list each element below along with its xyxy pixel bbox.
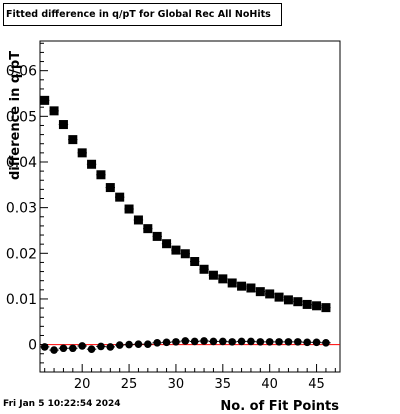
data-point-circle [134,340,143,348]
y-tick-label: 0 [28,338,37,354]
data-point-circle [78,342,86,350]
data-point-circle [265,338,274,346]
data-point-circle [181,337,190,345]
data-point-square [208,270,218,280]
data-point-square [246,283,256,293]
data-point-circle [106,343,115,351]
data-point-circle [144,340,152,348]
data-point-circle [87,345,96,353]
data-point-square [321,303,331,313]
data-point-square [227,278,237,288]
data-point-circle [50,346,58,354]
data-point-square [105,183,115,193]
data-point-circle [275,338,283,346]
data-point-square [96,170,106,180]
data-point-square [274,292,284,302]
data-point-circle [303,338,311,347]
data-point-square [218,274,228,284]
data-point-circle [172,338,180,346]
x-axis-label: No. of Fit Points [220,399,339,414]
data-point-square [293,297,303,307]
data-point-circle [59,344,68,353]
data-point-square [133,215,143,225]
data-point-square [237,281,247,291]
data-point-circle [284,338,293,346]
data-point-square [143,224,153,234]
data-point-circle [190,337,199,346]
data-point-circle [97,342,105,351]
data-point-square [302,299,312,309]
data-point-square [152,231,162,241]
data-point-circle [322,338,330,347]
data-point-square [255,287,265,297]
y-axis-label: difference in q/pT [8,51,23,180]
data-point-circle [115,341,124,349]
x-tick-label: 30 [168,377,185,392]
data-point-square [283,295,293,305]
y-tick-label: 0.05 [6,109,37,125]
x-tick-label: 40 [261,377,278,392]
data-point-square [162,239,172,249]
x-tick-label: 20 [74,377,91,392]
data-point-circle [200,337,208,345]
timestamp: Fri Jan 5 10:22:54 2024 [3,399,121,409]
data-point-square [77,148,87,158]
data-point-square [190,257,200,267]
data-point-square [68,135,78,145]
data-point-square [124,204,134,214]
y-tick-label: 0.06 [6,64,37,80]
data-point-circle [162,338,171,347]
data-point-circle [247,337,255,346]
data-point-circle [256,338,265,346]
data-point-square [115,192,125,202]
data-point-square [199,264,209,274]
data-point-circle [153,338,161,347]
data-point-square [265,289,275,299]
x-tick-label: 35 [215,377,232,392]
x-tick-label: 45 [308,377,325,392]
data-point-circle [294,338,302,346]
x-tick-label: 25 [121,377,138,392]
data-point-circle [312,338,321,347]
data-point-square [180,249,190,259]
data-point-circle [125,340,133,349]
data-point-circle [237,337,246,346]
data-point-circle [40,343,49,351]
data-point-square [58,120,68,130]
data-point-circle [209,337,218,346]
data-point-circle [219,337,227,346]
plot-frame [39,40,341,373]
y-tick-label: 0.02 [6,246,37,262]
data-point-square [49,106,59,116]
y-tick-label: 0.01 [6,292,37,308]
data-point-square [87,159,97,169]
data-point-circle [69,344,77,353]
y-tick-label: 0.04 [6,155,37,171]
data-point-square [312,301,322,311]
data-point-square [171,245,181,255]
y-tick-label: 0.03 [6,201,37,217]
data-point-circle [228,338,236,346]
chart-title: Fitted difference in q/pT for Global Rec… [3,3,282,26]
data-point-square [40,95,50,105]
